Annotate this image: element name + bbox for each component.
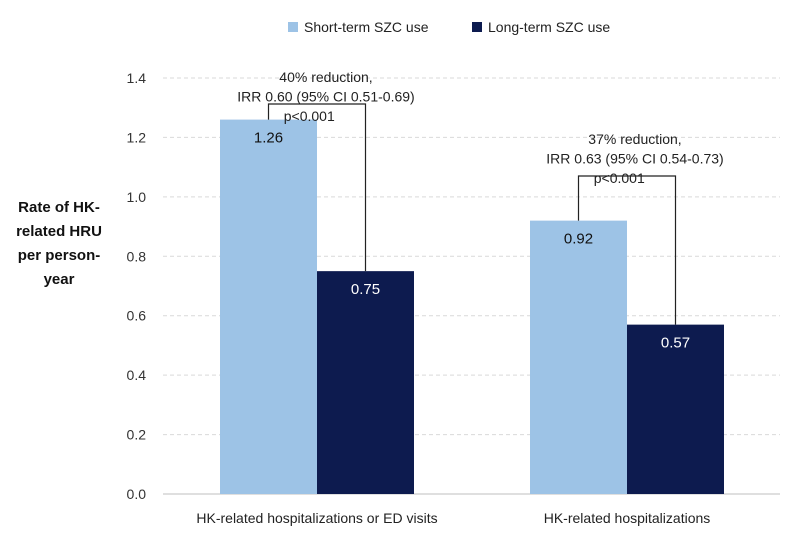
x-tick-label: HK-related hospitalizations or ED visits (196, 510, 437, 526)
annotation-text: IRR 0.63 (95% CI 0.54-0.73) (546, 151, 723, 167)
y-axis-label: Rate of HK- related HRU per person- year (0, 196, 118, 292)
y-axis-label-line: related HRU (16, 223, 102, 240)
annotation-text: 40% reduction, (279, 69, 372, 85)
y-tick-label: 1.4 (127, 70, 147, 86)
data-label: 0.75 (351, 281, 380, 298)
y-tick-label: 1.0 (127, 189, 147, 205)
data-label: 0.92 (564, 231, 593, 248)
legend-label: Long-term SZC use (488, 19, 610, 35)
bar-long-term (317, 271, 414, 494)
annotation-text: IRR 0.60 (95% CI 0.51-0.69) (237, 89, 414, 105)
y-tick-label: 0.6 (127, 308, 147, 324)
bar-short-term (530, 220, 627, 494)
x-tick-label: HK-related hospitalizations (544, 510, 711, 526)
annotation-text: p<0.001 (594, 170, 645, 186)
y-axis-label-line: year (43, 271, 75, 288)
y-tick-label: 0.4 (127, 367, 147, 383)
annotation-text: 37% reduction, (588, 131, 681, 147)
y-tick-label: 0.8 (127, 248, 147, 264)
data-label: 0.57 (661, 335, 690, 352)
bar-long-term (627, 324, 724, 494)
legend-label: Short-term SZC use (304, 19, 429, 35)
y-tick-label: 0.0 (127, 486, 147, 502)
bar-short-term (220, 119, 317, 494)
data-label: 1.26 (254, 130, 283, 147)
y-axis-label-line: per person- (17, 247, 101, 264)
y-tick-label: 1.2 (127, 129, 147, 145)
y-tick-label: 0.2 (127, 427, 147, 443)
legend-swatch (288, 22, 298, 32)
significance-bracket (577, 175, 677, 325)
annotation-text: p<0.001 (284, 108, 335, 124)
significance-bracket (267, 103, 367, 272)
y-axis-label-line: Rate of HK- (18, 199, 100, 216)
legend-swatch (472, 22, 482, 32)
